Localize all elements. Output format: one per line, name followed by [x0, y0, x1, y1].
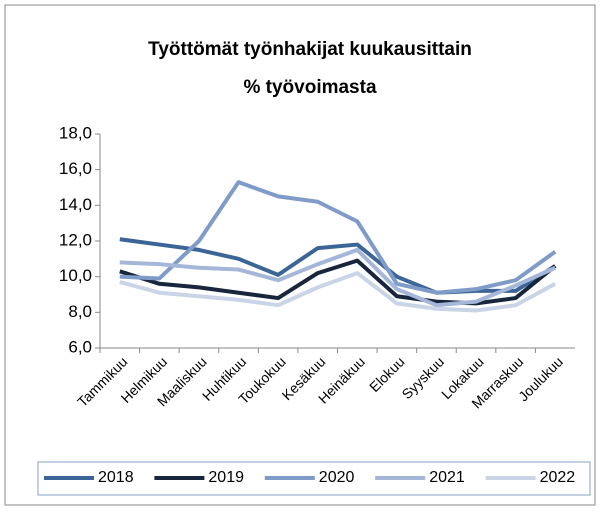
legend-label: 2018 — [98, 469, 134, 486]
y-tick-label: 14,0 — [59, 195, 92, 214]
chart-title: Työttömät työnhakijat kuukausittain — [148, 39, 472, 60]
chart-frame — [4, 4, 596, 506]
chart-title: % työvoimasta — [243, 77, 376, 98]
y-tick-label: 10,0 — [59, 266, 92, 285]
y-tick-label: 6,0 — [68, 337, 92, 356]
series-line — [119, 247, 557, 308]
series-line — [119, 258, 557, 306]
y-tick-label: 12,0 — [59, 230, 92, 249]
y-tick-label: 16,0 — [59, 159, 92, 178]
legend-label: 2019 — [208, 469, 244, 486]
legend-frame — [37, 461, 591, 496]
legend-label: 2022 — [540, 469, 576, 486]
legend-label: 2021 — [429, 469, 465, 486]
series-line — [119, 180, 557, 295]
y-tick-label: 18,0 — [59, 123, 92, 142]
legend-label: 2020 — [319, 469, 355, 486]
y-tick-label: 8,0 — [68, 302, 92, 321]
series-line — [119, 271, 557, 313]
